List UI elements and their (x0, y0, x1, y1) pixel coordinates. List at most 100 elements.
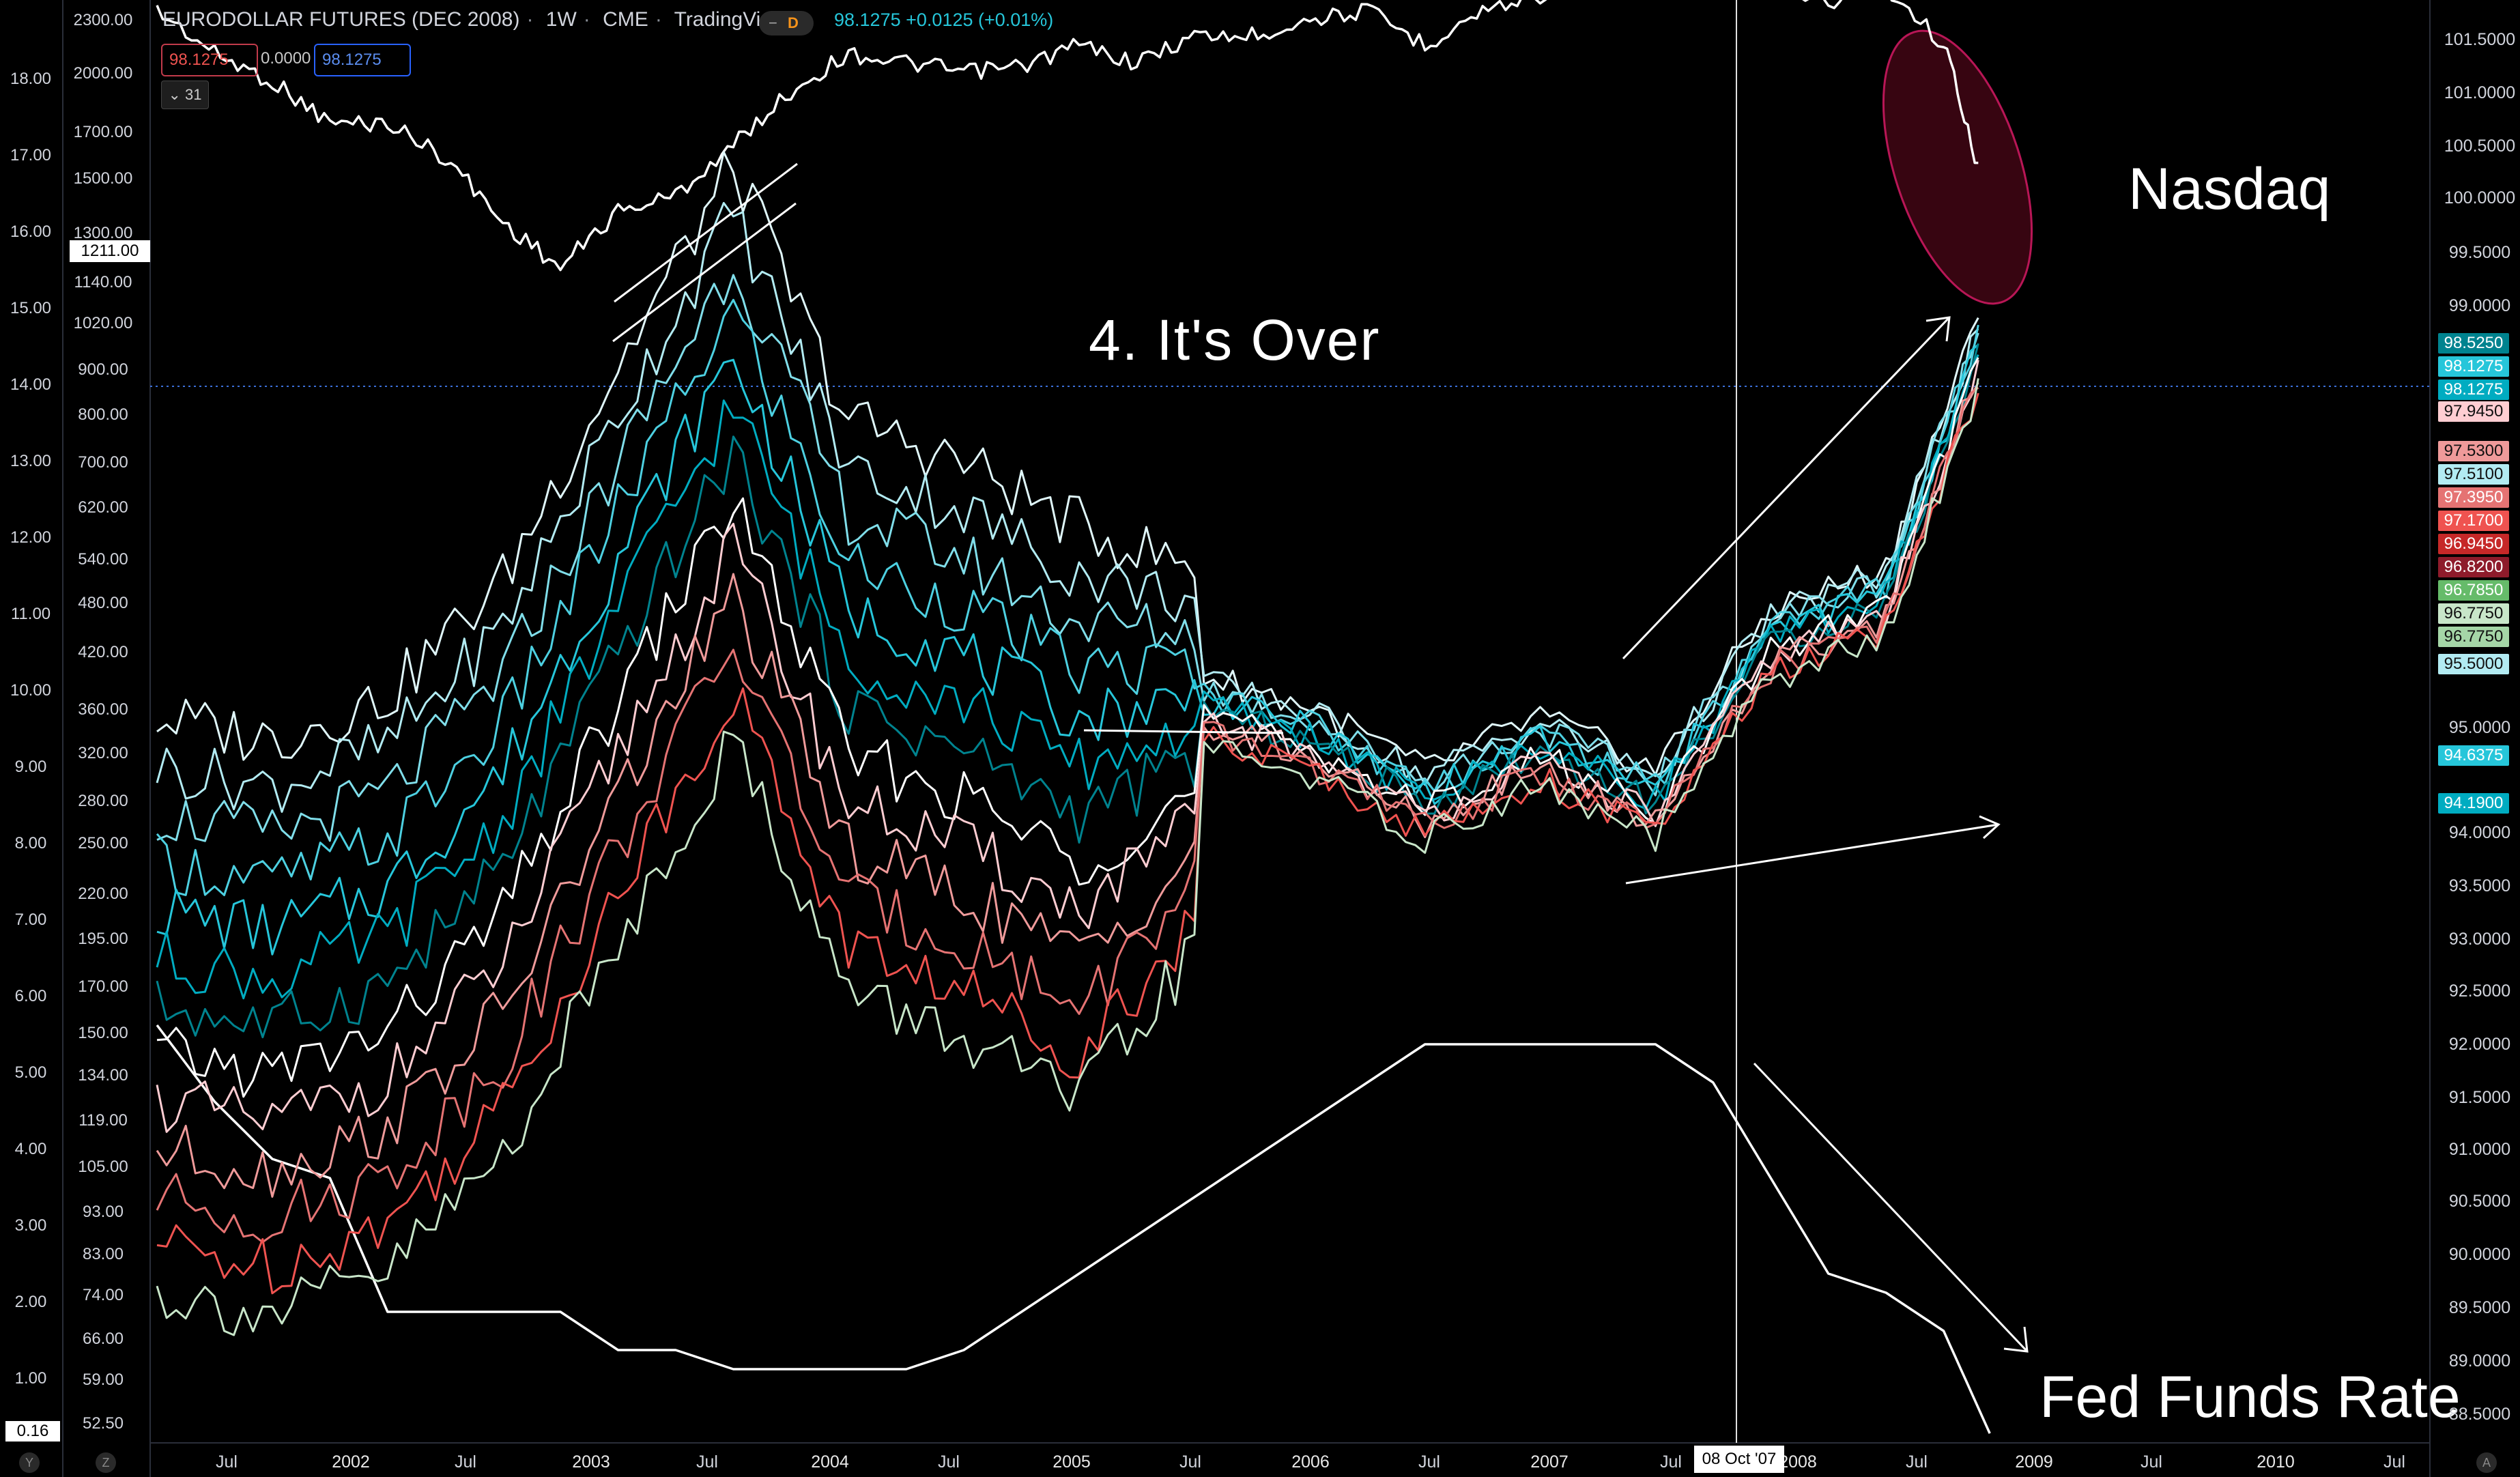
eurodollar-axis-tick-label: 93.0000 (2448, 930, 2511, 949)
price-tag: 98.1275 (2438, 356, 2509, 377)
time-axis-label: Jul (696, 1452, 718, 1472)
price-tag: 97.3950 (2438, 487, 2509, 508)
nasdaq-line[interactable] (156, 0, 1979, 272)
price-tag: 98.5250 (2438, 333, 2509, 354)
eurodollar-axis-tick-label: 92.0000 (2448, 1035, 2511, 1054)
eurodollar-contract-line[interactable] (156, 274, 1979, 842)
fed-funds-line[interactable] (156, 1024, 1991, 1434)
nasdaq-axis-tick-label: 195.00 (78, 930, 128, 948)
time-axis-label: 2006 (1291, 1452, 1330, 1472)
eurodollar-axis-tick-label: 88.5000 (2448, 1405, 2511, 1424)
drawn-annotations (612, 162, 2029, 1353)
nasdaq-axis-tick-label: 119.00 (78, 1111, 128, 1130)
nasdaq-axis-tick-label: 93.00 (82, 1203, 124, 1221)
crosshair-date-tag: 08 Oct '07 (1694, 1446, 1784, 1473)
fed-down-arrow-line (1753, 1062, 2029, 1353)
eurodollar-contract-line[interactable] (156, 201, 1979, 813)
nasdaq-axis-tick-label: 480.00 (78, 594, 128, 612)
corner-button-z[interactable]: Z (96, 1452, 116, 1473)
nasdaq-axis-tick-label: 2300.00 (73, 11, 133, 29)
nasdaq-axis-tick-label: 900.00 (78, 360, 128, 379)
price-tag: 97.5100 (2438, 464, 2509, 485)
time-axis-label: 2010 (2257, 1452, 2295, 1472)
eurodollar-axis-tick-label: 99.0000 (2448, 296, 2511, 315)
eurodollar-axis-tick-label: 101.5000 (2444, 30, 2516, 49)
nasdaq-axis-tick-label: 540.00 (78, 550, 128, 569)
nasdaq-axis-tick-label: 700.00 (78, 453, 128, 472)
price-tag: 94.1900 (2438, 793, 2509, 814)
base-arrow-head (1979, 815, 2001, 840)
symbol-title[interactable]: EURODOLLAR FUTURES (DEC 2008) (162, 8, 520, 31)
price-tag: 95.5000 (2438, 654, 2509, 674)
nasdaq-axis-tick-label: 105.00 (78, 1158, 128, 1176)
nasdaq-axis-tick-label: 250.00 (78, 834, 128, 852)
nasdaq-axis-tick-label: 420.00 (78, 643, 128, 661)
fed-current-tag: 0.16 (5, 1421, 60, 1442)
eurodollar-contract-line[interactable] (156, 343, 1979, 1039)
nasdaq-axis-tick-label: 66.00 (82, 1330, 124, 1348)
time-axis-label: Jul (938, 1452, 960, 1472)
data-mode-pill[interactable]: − D (759, 11, 814, 35)
nasdaq-axis-tick-label: 360.00 (78, 700, 128, 719)
eurodollar-contract-line[interactable] (156, 151, 1979, 776)
eurodollar-axis-tick-label: 100.0000 (2444, 188, 2516, 207)
time-axis-label: Jul (455, 1452, 476, 1472)
nasdaq-axis-tick-label: 170.00 (78, 977, 128, 996)
eurodollar-axis-tick-label: 91.5000 (2448, 1088, 2511, 1107)
up-arrow-line (1622, 316, 1951, 660)
fed-axis-tick-label: 11.00 (10, 605, 51, 623)
fed-axis-tick-label: 3.00 (14, 1216, 47, 1235)
price-tag: 97.5300 (2438, 441, 2509, 461)
header-dot: · (526, 8, 534, 31)
eurodollar-axis-tick-label: 99.5000 (2448, 243, 2511, 262)
fed-axis-tick-label: 17.00 (10, 146, 52, 164)
up-arrow-head (1925, 316, 1951, 342)
price-readout: 98.1275 +0.0125 (+0.01%) (834, 10, 1053, 31)
eurodollar-contract-line[interactable] (156, 354, 1979, 1000)
eurodollar-contract-line[interactable] (156, 357, 1979, 1098)
price-tag: 97.1700 (2438, 511, 2509, 531)
interval-label[interactable]: 1W (545, 8, 577, 31)
nasdaq-axis-tick-label: 1500.00 (73, 169, 133, 188)
chart-header: EURODOLLAR FUTURES (DEC 2008) · 1W · CME · … (162, 8, 794, 31)
nasdaq-axis-tick-label: 2000.00 (73, 64, 133, 83)
eurodollar-contract-line[interactable] (156, 298, 1979, 896)
buy-price-box[interactable]: 98.1275 (314, 44, 411, 76)
nasdaq-axis-tick-label: 1700.00 (73, 123, 133, 141)
support-line (1083, 729, 1284, 734)
last-price: 98.1275 (834, 10, 901, 30)
eurodollar-axis-tick-label: 90.0000 (2448, 1245, 2511, 1264)
header-dot: · (655, 8, 662, 31)
fed-axis-tick-label: 6.00 (14, 987, 47, 1005)
eurodollar-contract-line[interactable] (156, 378, 1979, 1336)
price-tag: 98.1275 (2438, 379, 2509, 400)
fed-axis-tick-label: 5.00 (14, 1063, 47, 1082)
eurodollar-contract-line[interactable] (156, 360, 1979, 1133)
auto-scale-button[interactable]: A (2476, 1452, 2497, 1473)
eurodollar-contract-line[interactable] (156, 392, 1979, 1295)
nasdaq-axis-tick-label: 1140.00 (74, 273, 132, 291)
fed-axis-tick-label: 18.00 (10, 70, 52, 88)
eurodollar-contract-line[interactable] (156, 343, 1979, 956)
nasdaq-axis-tick-label: 74.00 (82, 1286, 124, 1304)
eurodollar-axis-tick-label: 100.5000 (2444, 137, 2516, 156)
base-arrow-line (1625, 823, 1999, 885)
spread-value: 0.0000 (261, 49, 311, 68)
collapse-indicators-button[interactable]: ⌄ 31 (161, 81, 209, 109)
time-axis-label: Jul (1418, 1452, 1440, 1472)
corner-button-y[interactable]: Y (19, 1452, 40, 1473)
time-axis-label: 2002 (332, 1452, 370, 1472)
nasdaq-axis-tick-label: 83.00 (82, 1245, 124, 1263)
nasdaq-axis-tick-label: 150.00 (78, 1024, 128, 1042)
eurodollar-axis-tick-label: 95.0000 (2448, 718, 2511, 737)
price-tag: 94.6375 (2438, 745, 2509, 766)
fed-axis-tick-label: 14.00 (10, 375, 52, 394)
nasdaq-axis-tick-label: 1020.00 (73, 314, 133, 332)
fed-axis-tick-label: 8.00 (14, 834, 47, 852)
fed-axis-tick-label: 15.00 (10, 299, 52, 317)
eurodollar-axis-tick-label: 93.5000 (2448, 876, 2511, 895)
eurodollar-contract-line[interactable] (156, 386, 1979, 1244)
d-badge: D (788, 14, 799, 31)
sell-price-box[interactable]: 98.1275 (161, 44, 258, 76)
